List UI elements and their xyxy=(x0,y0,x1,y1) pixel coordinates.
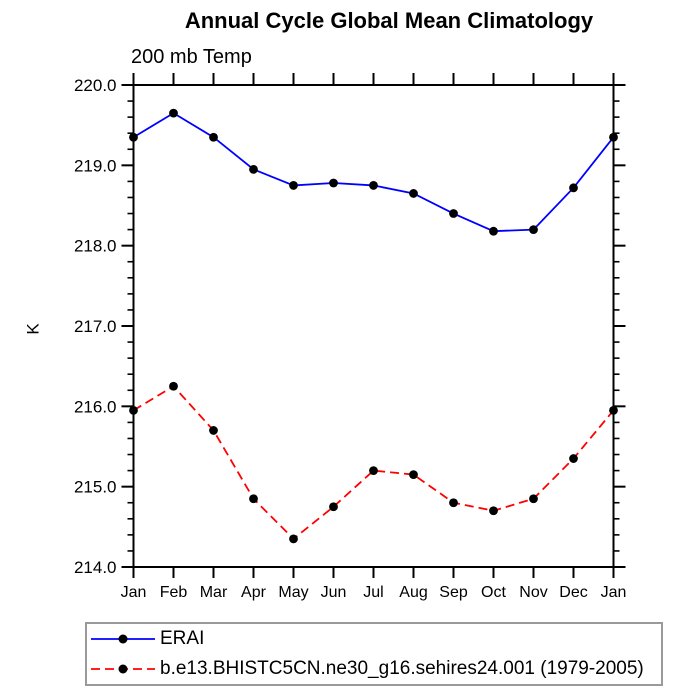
data-point-marker xyxy=(369,466,378,475)
y-tick-label: 216.0 xyxy=(74,397,117,416)
y-tick-label: 218.0 xyxy=(74,237,117,256)
legend-label-model: b.e13.BHISTC5CN.ne30_g16.sehires24.001 (… xyxy=(160,658,644,679)
x-tick-label: Jul xyxy=(363,584,383,601)
x-tick-label: Oct xyxy=(481,584,506,601)
legend-entry-erai: ERAI xyxy=(87,624,661,654)
data-point-marker xyxy=(249,494,258,504)
y-tick-label: 217.0 xyxy=(74,317,117,336)
data-point-marker xyxy=(609,132,618,142)
y-tick-label: 219.0 xyxy=(74,156,117,175)
x-tick-label: May xyxy=(278,584,308,601)
data-point-marker xyxy=(489,226,498,236)
data-point-marker xyxy=(169,381,178,391)
x-tick-label: Sep xyxy=(439,584,468,601)
x-tick-label: Jan xyxy=(121,584,147,601)
data-point-marker xyxy=(209,132,218,142)
y-axis-minor-ticks xyxy=(127,100,620,552)
legend-label-erai: ERAI xyxy=(160,628,205,649)
x-tick-label: Jan xyxy=(601,584,627,601)
y-tick-label: 214.0 xyxy=(74,558,117,577)
data-point-marker xyxy=(449,209,458,218)
x-tick-label: Dec xyxy=(559,584,587,601)
data-point-marker xyxy=(609,405,618,415)
data-point-marker xyxy=(489,506,498,516)
legend-box: ERAI b.e13.BHISTC5CN.ne30_g16.sehires24.… xyxy=(85,622,663,686)
x-tick-label: Jun xyxy=(321,584,347,601)
y-axis-tick-labels: 214.0 215.0 216.0 217.0 218.0 219.0 220.0 xyxy=(74,76,117,577)
series-line-0 xyxy=(133,112,615,233)
plot-frame xyxy=(132,84,615,568)
series-line-1 xyxy=(133,385,615,541)
x-tick-label: Apr xyxy=(241,584,267,601)
chart-title: Annual Cycle Global Mean Climatology xyxy=(184,8,594,33)
x-tick-label: Nov xyxy=(519,584,547,601)
x-tick-label: Aug xyxy=(399,584,427,601)
legend-entry-model: b.e13.BHISTC5CN.ne30_g16.sehires24.001 (… xyxy=(87,654,661,684)
x-axis-ticks xyxy=(132,73,615,578)
chart-subtitle: 200 mb Temp xyxy=(131,46,252,68)
data-point-marker xyxy=(409,470,418,480)
series-markers-1 xyxy=(129,381,618,544)
data-point-marker xyxy=(289,181,298,190)
data-point-marker xyxy=(529,225,538,235)
data-point-marker xyxy=(369,181,378,190)
data-point-marker xyxy=(569,454,578,463)
data-point-marker xyxy=(249,164,258,174)
data-point-marker xyxy=(209,426,218,435)
data-point-marker xyxy=(569,183,578,193)
data-point-marker xyxy=(169,108,178,118)
data-point-marker xyxy=(529,494,538,504)
x-tick-label: Feb xyxy=(160,584,188,601)
x-axis-tick-labels: Jan Feb Mar Apr May Jun Jul Aug Sep Oct Nov Dec Jan xyxy=(121,584,627,601)
legend-line-sample-dashed xyxy=(91,664,155,674)
data-point-marker xyxy=(289,534,298,544)
y-axis-major-ticks xyxy=(121,84,626,568)
data-point-marker xyxy=(449,498,458,508)
data-point-marker xyxy=(409,189,418,198)
data-point-marker xyxy=(129,405,138,415)
data-point-marker xyxy=(329,502,338,512)
y-tick-label: 220.0 xyxy=(74,76,117,95)
data-point-marker xyxy=(129,132,138,142)
data-point-marker xyxy=(329,178,338,188)
y-tick-label: 215.0 xyxy=(74,478,117,497)
series-markers-0 xyxy=(129,108,618,236)
legend-line-sample-solid xyxy=(91,634,155,644)
x-tick-label: Mar xyxy=(200,584,228,601)
